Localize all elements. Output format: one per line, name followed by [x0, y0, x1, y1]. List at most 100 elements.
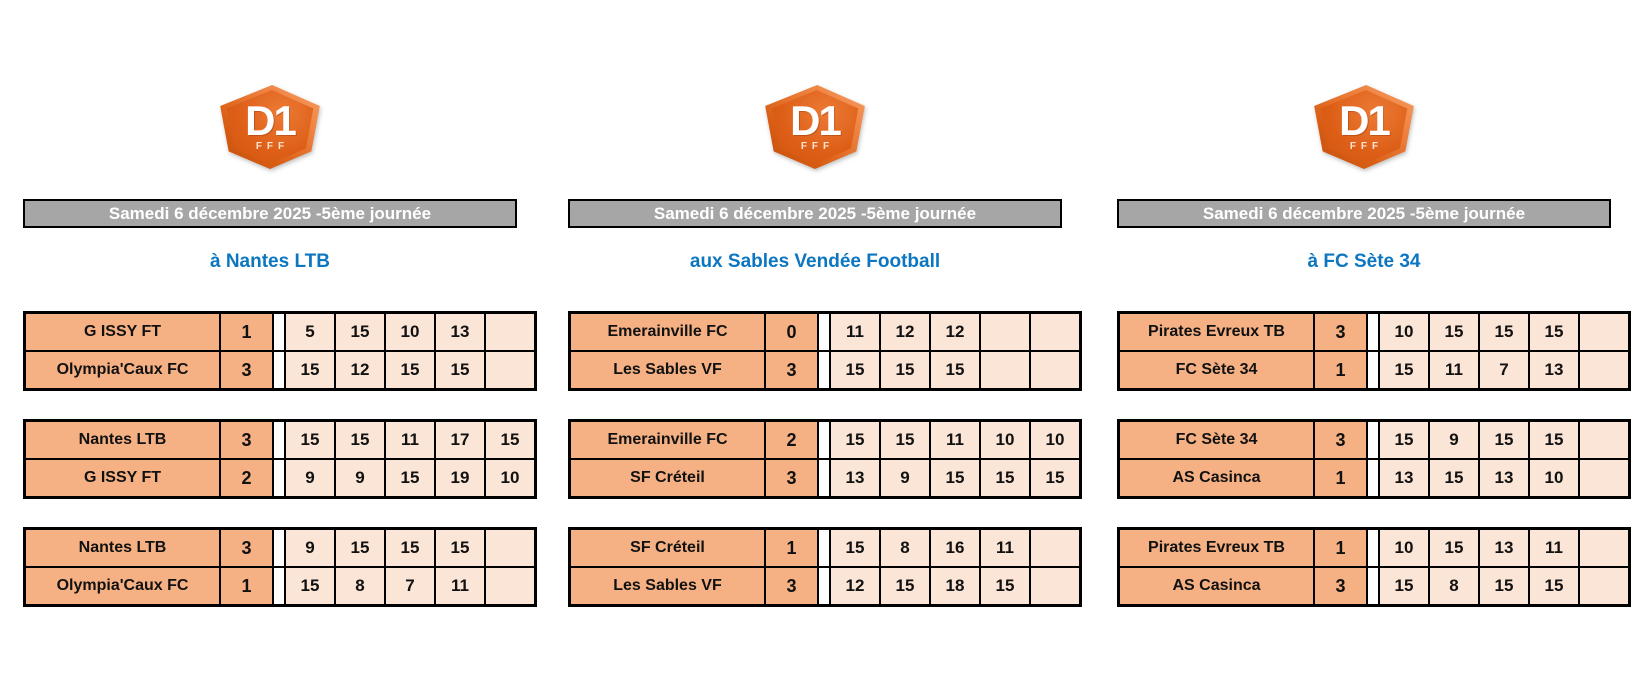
logo-d1-text: D1 — [1339, 97, 1391, 144]
spacer-cell — [272, 527, 286, 568]
set-points-cell: 15 — [1378, 566, 1430, 607]
set-points-cell: 13 — [434, 311, 486, 352]
spacer-cell — [1366, 458, 1380, 499]
sets-won-cell: 3 — [764, 458, 819, 499]
set-points-cell — [1029, 566, 1082, 607]
spacer-cell — [272, 350, 286, 391]
spacer-cell — [1366, 419, 1380, 460]
set-points-cell: 10 — [1029, 419, 1082, 460]
set-points-cell — [1578, 527, 1631, 568]
set-points-cell: 10 — [979, 419, 1031, 460]
set-points-cell: 15 — [829, 350, 881, 391]
sets-won-cell: 3 — [1313, 566, 1368, 607]
sets-won-cell: 1 — [1313, 350, 1368, 391]
spacer-cell — [1366, 527, 1380, 568]
match-row: Nantes LTB 3 15 15 11 17 15 — [23, 419, 537, 460]
set-points-cell: 15 — [334, 419, 386, 460]
venue-column-nantes: D1 FFF Samedi 6 décembre 2025 -5ème jour… — [23, 0, 537, 607]
set-points-cell: 8 — [334, 566, 386, 607]
team-name-cell: Nantes LTB — [23, 527, 221, 568]
set-points-cell: 15 — [879, 566, 931, 607]
set-points-cell: 15 — [1528, 311, 1580, 352]
set-points-cell: 15 — [1528, 419, 1580, 460]
match-row: G ISSY FT 2 9 9 15 19 10 — [23, 458, 537, 499]
match-row: Pirates Evreux TB 1 10 15 13 11 — [1117, 527, 1631, 568]
logo-fff-text: FFF — [800, 141, 835, 152]
sets-won-cell: 1 — [764, 527, 819, 568]
match-table: FC Sète 34 3 15 9 15 15 AS Casinca 1 13 15 13 10 — [1117, 419, 1631, 499]
team-name-cell: FC Sète 34 — [1117, 419, 1315, 460]
team-name-cell: G ISSY FT — [23, 311, 221, 352]
sets-won-cell: 3 — [1313, 311, 1368, 352]
set-points-cell: 5 — [284, 311, 336, 352]
set-points-cell: 7 — [1478, 350, 1530, 391]
set-points-cell — [484, 527, 537, 568]
team-name-cell: Les Sables VF — [568, 350, 766, 391]
match-row: FC Sète 34 3 15 9 15 15 — [1117, 419, 1631, 460]
set-points-cell: 13 — [1478, 527, 1530, 568]
match-table: Emerainville FC 0 11 12 12 Les Sables VF 3 15 15… — [568, 311, 1082, 391]
set-points-cell: 13 — [1478, 458, 1530, 499]
venue-column-sete: D1 FFF Samedi 6 décembre 2025 -5ème jour… — [1117, 0, 1631, 607]
set-points-cell: 15 — [1478, 419, 1530, 460]
spacer-cell — [272, 458, 286, 499]
team-name-cell: AS Casinca — [1117, 458, 1315, 499]
set-points-cell: 11 — [979, 527, 1031, 568]
spacer-cell — [817, 527, 831, 568]
set-points-cell: 15 — [829, 527, 881, 568]
set-points-cell: 15 — [929, 458, 981, 499]
set-points-cell: 9 — [334, 458, 386, 499]
venue-column-sables: D1 FFF Samedi 6 décembre 2025 -5ème jour… — [568, 0, 1082, 607]
set-points-cell: 10 — [1378, 527, 1430, 568]
set-points-cell: 11 — [1528, 527, 1580, 568]
set-points-cell: 16 — [929, 527, 981, 568]
match-row: Pirates Evreux TB 3 10 15 15 15 — [1117, 311, 1631, 352]
set-points-cell — [1029, 311, 1082, 352]
set-points-cell: 12 — [334, 350, 386, 391]
set-points-cell: 15 — [284, 419, 336, 460]
team-name-cell: Olympia'Caux FC — [23, 566, 221, 607]
set-points-cell: 15 — [384, 458, 436, 499]
set-points-cell: 15 — [979, 566, 1031, 607]
match-row: FC Sète 34 1 15 11 7 13 — [1117, 350, 1631, 391]
spacer-cell — [272, 311, 286, 352]
set-points-cell: 15 — [284, 350, 336, 391]
set-points-cell: 11 — [829, 311, 881, 352]
set-points-cell: 12 — [929, 311, 981, 352]
set-points-cell: 15 — [879, 350, 931, 391]
team-name-cell: Les Sables VF — [568, 566, 766, 607]
sets-won-cell: 3 — [764, 350, 819, 391]
set-points-cell: 15 — [484, 419, 537, 460]
matchday-header: Samedi 6 décembre 2025 -5ème journée — [1117, 199, 1611, 228]
set-points-cell: 15 — [979, 458, 1031, 499]
set-points-cell: 10 — [1528, 458, 1580, 499]
set-points-cell — [979, 350, 1031, 391]
set-points-cell: 10 — [384, 311, 436, 352]
match-row: SF Créteil 3 13 9 15 15 15 — [568, 458, 1082, 499]
set-points-cell: 15 — [1428, 527, 1480, 568]
spacer-cell — [817, 419, 831, 460]
team-name-cell: SF Créteil — [568, 527, 766, 568]
set-points-cell: 19 — [434, 458, 486, 499]
match-table: SF Créteil 1 15 8 16 11 Les Sables VF 3 12 15 18 15 — [568, 527, 1082, 607]
set-points-cell: 15 — [1378, 350, 1430, 391]
spacer-cell — [272, 419, 286, 460]
spacer-cell — [817, 458, 831, 499]
match-row: Olympia'Caux FC 1 15 8 7 11 — [23, 566, 537, 607]
set-points-cell — [1578, 566, 1631, 607]
set-points-cell — [484, 566, 537, 607]
set-points-cell: 15 — [1029, 458, 1082, 499]
set-points-cell — [1029, 350, 1082, 391]
match-table: Nantes LTB 3 9 15 15 15 Olympia'Caux FC 1 15 8 7 11 — [23, 527, 537, 607]
sets-won-cell: 1 — [1313, 458, 1368, 499]
match-row: Les Sables VF 3 15 15 15 — [568, 350, 1082, 391]
set-points-cell — [1578, 350, 1631, 391]
set-points-cell — [484, 350, 537, 391]
logo-fff-text: FFF — [255, 141, 290, 152]
spacer-cell — [817, 311, 831, 352]
spacer-cell — [817, 350, 831, 391]
match-row: G ISSY FT 1 5 15 10 13 — [23, 311, 537, 352]
match-row: AS Casinca 1 13 15 13 10 — [1117, 458, 1631, 499]
set-points-cell — [1578, 311, 1631, 352]
